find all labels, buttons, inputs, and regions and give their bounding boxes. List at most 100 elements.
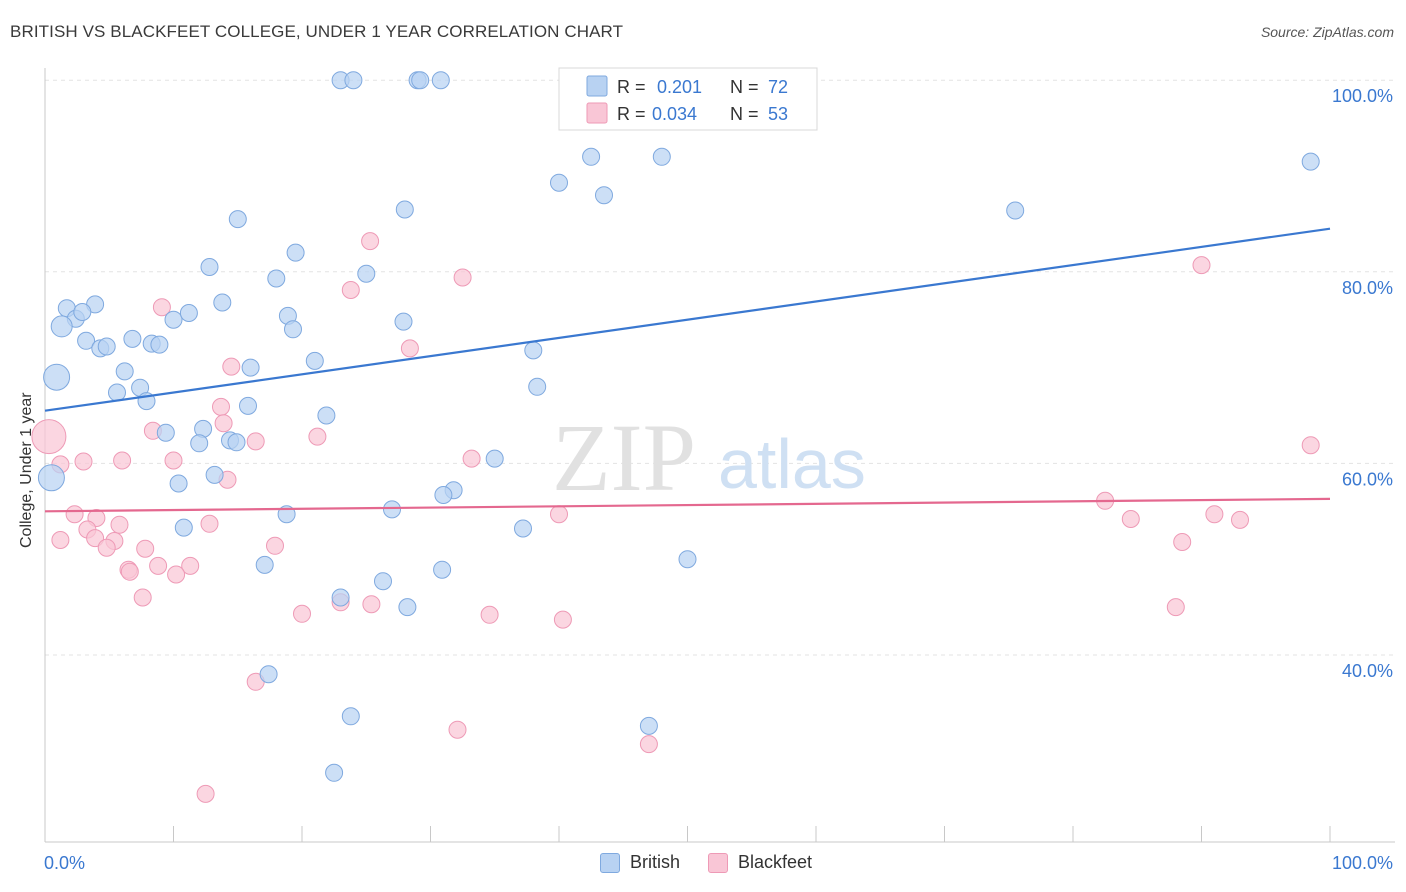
watermark-atlas: atlas	[718, 425, 866, 503]
british-point	[37, 464, 65, 492]
british-point	[411, 71, 430, 90]
blackfeet-point	[1192, 256, 1211, 275]
blackfeet-trend-line	[44, 497, 1331, 513]
source-label: Source: ZipAtlas.com	[1260, 24, 1394, 40]
british-swatch-icon	[586, 75, 608, 97]
british-point	[1006, 201, 1025, 220]
legend-label-blackfeet: Blackfeet	[738, 852, 813, 872]
british-point	[150, 335, 169, 354]
british-point	[115, 362, 134, 381]
blackfeet-point	[222, 357, 241, 376]
british-point	[595, 186, 613, 205]
british-point	[398, 598, 417, 617]
british-point	[77, 331, 96, 350]
british-n-value: 72	[768, 77, 788, 97]
blackfeet-point	[120, 562, 139, 581]
watermark: ZIP atlas	[552, 404, 866, 511]
blackfeet-point	[341, 281, 360, 299]
british-point	[241, 358, 260, 377]
blackfeet-swatch-icon	[586, 102, 608, 124]
british-n-label: N =	[730, 77, 759, 97]
british-point	[267, 269, 286, 288]
x-tick-label: 100.0%	[1332, 853, 1393, 873]
british-point	[514, 519, 532, 538]
blackfeet-point	[113, 451, 132, 470]
british-point	[383, 500, 401, 519]
blackfeet-point	[448, 720, 467, 739]
british-point	[431, 71, 450, 90]
british-point	[639, 716, 658, 735]
blackfeet-point	[266, 536, 284, 555]
british-point	[317, 406, 336, 425]
british-point	[528, 377, 547, 396]
british-point	[331, 588, 350, 607]
british-point	[227, 433, 246, 452]
british-point	[179, 304, 198, 322]
british-point	[394, 312, 413, 331]
blackfeet-point	[133, 588, 152, 607]
british-point	[43, 363, 71, 391]
blackfeet-r-value: 0.034	[652, 104, 697, 124]
blackfeet-point	[462, 449, 481, 468]
blackfeet-legend-icon	[708, 852, 729, 873]
blackfeet-point	[1205, 505, 1224, 524]
blackfeet-point	[453, 268, 472, 287]
series-legend: British Blackfeet	[600, 852, 840, 873]
british-r-label: R =	[617, 77, 646, 97]
british-point	[357, 264, 376, 283]
watermark-zip: ZIP	[552, 404, 696, 511]
legend-item-blackfeet[interactable]: Blackfeet	[708, 852, 812, 873]
british-point	[50, 315, 73, 338]
blackfeet-point	[200, 514, 219, 533]
blackfeet-point	[553, 610, 572, 629]
british-point	[344, 71, 363, 90]
british-point	[550, 173, 568, 192]
blackfeet-point	[152, 298, 171, 317]
british-point	[341, 707, 360, 726]
british-point	[108, 383, 126, 402]
blackfeet-point	[110, 515, 129, 534]
british-point	[1301, 152, 1320, 171]
british-point	[678, 550, 697, 569]
blackfeet-n-label: N =	[730, 104, 759, 124]
british-point	[73, 303, 92, 321]
blackfeet-point	[31, 419, 67, 455]
british-point	[200, 258, 219, 276]
axes	[44, 68, 1395, 843]
british-point	[582, 147, 601, 166]
blackfeet-point	[1166, 598, 1185, 617]
british-point	[259, 665, 278, 684]
blackfeet-point	[167, 565, 186, 584]
x-tick-label: 0.0%	[44, 853, 85, 873]
stats-legend: R = 0.201 N = 72 R = 0.034 N = 53	[558, 67, 818, 131]
blackfeet-point	[1301, 436, 1320, 455]
blackfeet-point	[480, 605, 499, 624]
british-point	[213, 293, 232, 312]
british-point	[286, 243, 305, 262]
tick-labels: 40.0% 60.0% 80.0% 100.0% 0.0% 100.0%	[44, 86, 1393, 873]
british-point	[97, 337, 116, 356]
blackfeet-point	[86, 529, 105, 548]
british-point	[485, 449, 504, 468]
legend-item-british[interactable]: British	[600, 852, 680, 873]
british-point	[169, 474, 188, 493]
british-point	[239, 396, 257, 415]
british-point	[255, 555, 274, 574]
british-point	[228, 210, 247, 229]
british-point	[284, 320, 302, 339]
blackfeet-point	[74, 452, 93, 471]
blackfeet-point	[51, 531, 70, 549]
data-points	[31, 71, 1320, 803]
blackfeet-point	[181, 556, 200, 575]
british-point	[164, 310, 183, 329]
y-tick-label: 60.0%	[1342, 469, 1393, 489]
british-point	[174, 518, 193, 537]
blackfeet-point	[136, 539, 155, 558]
blackfeet-point	[400, 339, 419, 358]
british-point	[433, 560, 452, 579]
british-legend-icon	[600, 852, 620, 873]
british-point	[190, 434, 209, 453]
british-point	[524, 341, 543, 360]
british-point	[395, 200, 414, 219]
blackfeet-point	[164, 451, 183, 470]
